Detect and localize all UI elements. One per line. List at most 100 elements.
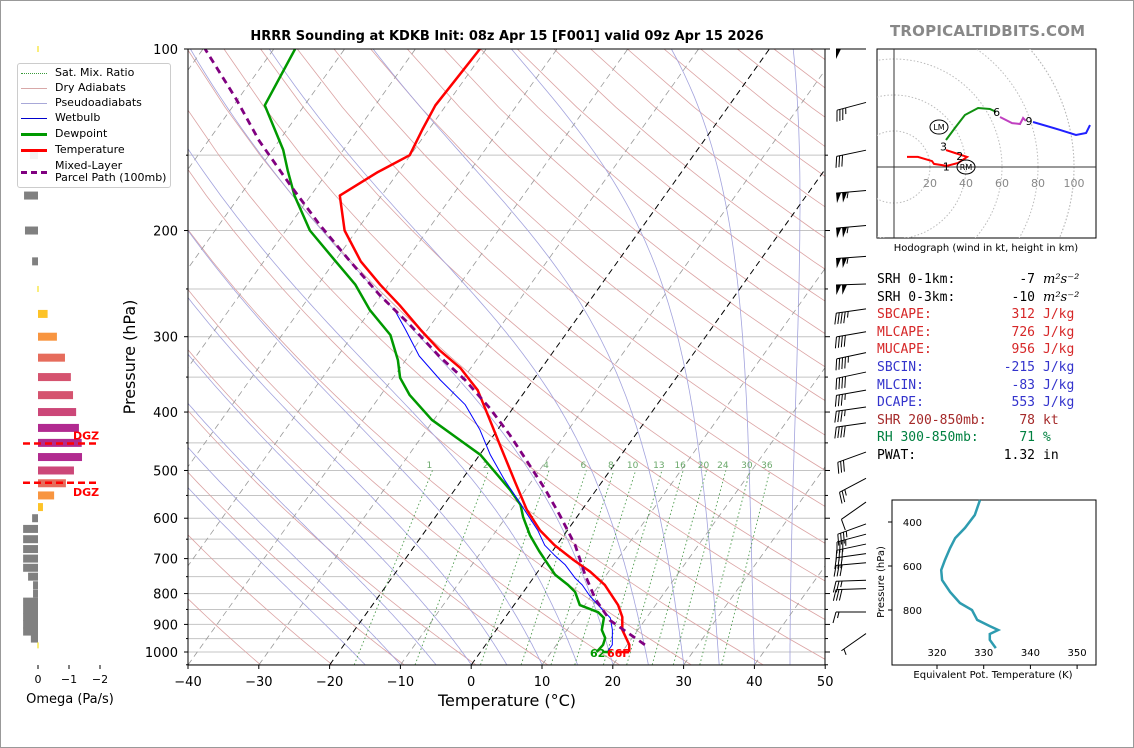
wind-barb-half: [844, 409, 846, 417]
dry-adiabat-line: [188, 349, 548, 665]
mixing-ratio-label: 4: [543, 461, 549, 471]
wind-barb-full: [841, 377, 844, 389]
wind-barb: [834, 308, 867, 325]
index-label: RH 300-850mb:: [877, 430, 979, 446]
wind-barb-full: [840, 335, 843, 348]
line-swatch: [21, 117, 47, 119]
y-tick-label: 700: [153, 553, 178, 568]
dry-adiabat-line: [333, 49, 825, 471]
wind-barb-full: [844, 376, 846, 388]
omega-bar-sinking: [33, 589, 38, 598]
x-tick-label: 40: [746, 675, 763, 690]
y-tick-label: 600: [153, 512, 178, 527]
dry-adiabat-line: [188, 288, 620, 665]
wind-barb-full: [835, 589, 840, 601]
isotherm-line: [188, 49, 487, 468]
dry-adiabat-line: [188, 534, 333, 665]
wind-barb-full: [838, 589, 843, 601]
wind-barb-full: [840, 461, 843, 473]
legend-label: Dry Adiabats: [55, 81, 126, 94]
line-swatch: [21, 102, 47, 104]
wind-barb-staff: [836, 352, 867, 360]
brand-logo-text[interactable]: TROPICALTIDBITS.COM: [890, 22, 1086, 40]
index-value: 553: [1011, 395, 1035, 411]
wind-barb: [835, 352, 867, 371]
index-value: 78: [1019, 412, 1035, 428]
wind-barb-full: [844, 357, 846, 369]
wind-barb-full: [843, 335, 846, 347]
legend-item-parcel-path: Mixed-Layer Parcel Path (100mb): [18, 159, 166, 185]
omega-bar-sinking: [23, 524, 38, 533]
omega-bar-sinking: [23, 545, 38, 554]
theta-e-y-tick-label: 800: [903, 606, 922, 617]
mixing-ratio-label: 10: [627, 461, 639, 471]
omega-bar-sinking: [24, 226, 38, 235]
wind-barb: [834, 389, 867, 407]
omega-bar-sinking: [32, 514, 38, 523]
wind-barb-full: [840, 556, 843, 569]
x-tick-label: 30: [675, 675, 692, 690]
wind-barb-full: [832, 611, 837, 624]
legend-item-dry-adiabats: Dry Adiabats: [18, 81, 126, 95]
surface-dewpoint-label: 62: [590, 647, 605, 660]
y-tick-label: 500: [153, 464, 178, 479]
index-value: 956: [1011, 342, 1035, 358]
wind-barb-staff: [836, 588, 867, 591]
omega-axis-label: Omega (Pa/s): [26, 692, 114, 707]
pseudoadiabat-line: [372, 49, 685, 665]
wind-barb-full: [842, 532, 845, 544]
dry-adiabat-line: [407, 49, 825, 402]
wind-barb-flag: [836, 227, 842, 239]
pseudoadiabat-line: [789, 49, 801, 665]
wind-barb: [835, 371, 867, 390]
y-tick-label: 1000: [145, 646, 178, 661]
omega-x-tick-label: 0: [35, 673, 42, 686]
isotherm-line: [188, 49, 558, 567]
x-tick-label: 0: [467, 675, 475, 690]
line-swatch: [21, 132, 47, 136]
pseudoadiabat-line: [188, 296, 508, 665]
surface-temperature-label: 66F: [607, 647, 630, 660]
wind-barb-staff: [841, 633, 867, 652]
index-label: SHR 200-850mb:: [877, 412, 987, 428]
wind-barb-half: [847, 311, 849, 318]
wind-barb: [834, 422, 867, 439]
index-value: 312: [1011, 307, 1035, 323]
wind-barb-full: [836, 565, 840, 577]
wind-barb-staff: [836, 533, 867, 543]
wind-barb-staff: [837, 523, 867, 535]
legend-label: Wetbulb: [55, 111, 101, 124]
mixing-ratio-line: [520, 470, 587, 665]
hodograph-ring-label: 100: [1064, 177, 1085, 190]
wind-barb-flag: [836, 284, 842, 295]
index-value: -10: [1011, 289, 1035, 305]
hodograph-plot-area: 20 40 60 80 100 123 6 9 LM RM: [877, 49, 1096, 238]
y-tick-label: 200: [153, 225, 178, 240]
dry-adiabat-line: [188, 410, 477, 665]
mixing-ratio-line: [414, 470, 490, 665]
pseudoadiabat-line: [671, 49, 755, 665]
storm-motion-marker: [956, 159, 976, 175]
legend-label-line2: Parcel Path (100mb): [55, 171, 167, 184]
theta-e-y-axis-label: Pressure (hPa): [876, 546, 887, 618]
wind-barb-full: [832, 589, 837, 601]
hodograph-segment-9+km: [1032, 121, 1091, 137]
wind-barb-full: [835, 358, 838, 371]
storm-motion-marker: [929, 119, 949, 135]
index-label: MUCAPE:: [877, 342, 932, 358]
wind-barb-full: [835, 156, 838, 168]
wind-barb-staff: [836, 371, 867, 379]
pseudoadiabat-line: [188, 229, 543, 665]
omega-bar-rising: [38, 373, 71, 382]
index-label: MLCAPE:: [877, 324, 932, 340]
legend-label: Mixed-Layer Parcel Path (100mb): [55, 160, 166, 184]
omega-bar-sinking: [23, 627, 38, 636]
hodograph-height-label: 6: [993, 106, 1000, 119]
wind-barb-full: [834, 313, 837, 325]
wind-barb: [834, 331, 867, 349]
dgz-label: DGZ: [73, 429, 99, 442]
isotherm-line: [400, 69, 825, 665]
legend-item-sat-mix-ratio: Sat. Mix. Ratio: [18, 66, 134, 80]
index-value: 1.32: [1003, 448, 1035, 463]
